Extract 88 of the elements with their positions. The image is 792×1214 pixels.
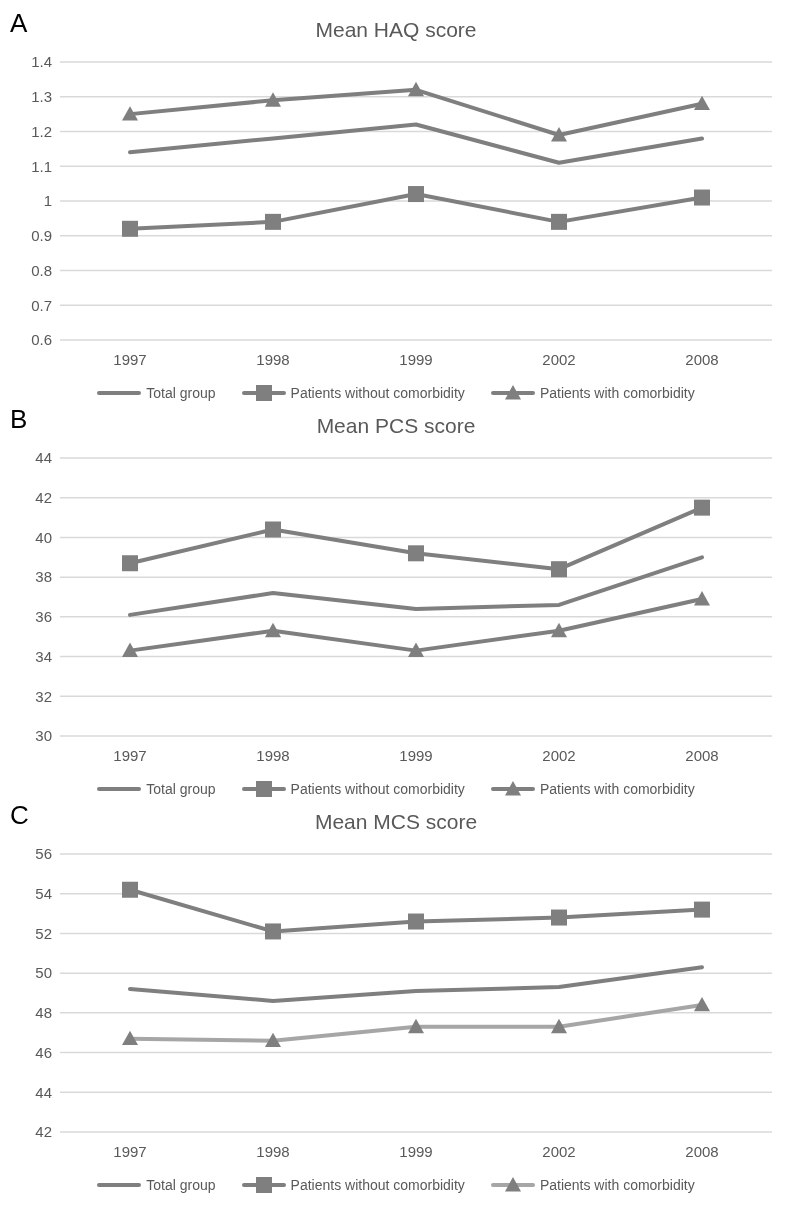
- y-tick-label: 52: [35, 924, 52, 942]
- text: B: [10, 404, 28, 435]
- y-tick-label: 0.7: [31, 296, 52, 314]
- y-tick-label: 0.9: [31, 227, 52, 245]
- legend-label: Total group: [146, 781, 216, 797]
- y-tick-label: 48: [35, 1004, 52, 1022]
- x-tick-label: 2002: [542, 1142, 576, 1160]
- legend-label: Total group: [146, 385, 216, 401]
- point: [265, 213, 281, 230]
- point: [551, 622, 567, 638]
- legend-label: Patients without comorbidity: [290, 781, 465, 797]
- y-tick-label: 46: [35, 1043, 52, 1061]
- chart-title: Mean PCS score: [316, 414, 476, 437]
- point: [122, 555, 138, 572]
- y-tick-label: 54: [35, 885, 52, 903]
- line-series: [128, 122, 704, 165]
- y-tick-label: 0.6: [31, 331, 52, 349]
- x-tick-label: 1998: [256, 1142, 290, 1160]
- x-tick-label: 1999: [399, 1142, 433, 1160]
- y-tick-label: 44: [35, 1083, 52, 1101]
- point: [551, 1018, 567, 1034]
- x-tick-label: 2002: [542, 746, 576, 764]
- x-tick-label: 1997: [113, 1142, 147, 1160]
- point: [551, 909, 567, 926]
- legend-label: Patients with comorbidity: [539, 1177, 695, 1193]
- point: [551, 213, 567, 230]
- y-tick-label: 1.2: [31, 122, 52, 140]
- point: [265, 1032, 281, 1048]
- y-tick-label: 42: [35, 1123, 52, 1141]
- y-tick-label: 40: [35, 528, 52, 546]
- legend-label: Patients with comorbidity: [539, 781, 695, 797]
- y-tick-label: 1.1: [31, 157, 52, 175]
- legend-label: Total group: [146, 1177, 216, 1193]
- point: [408, 913, 424, 930]
- point: [122, 106, 138, 121]
- line-series: [128, 965, 704, 1003]
- point: [122, 220, 138, 237]
- y-tick-label: 56: [35, 845, 52, 863]
- x-tick-label: 1997: [113, 746, 147, 764]
- y-tick-label: 44: [35, 449, 52, 467]
- point: [265, 521, 281, 538]
- point: [265, 622, 281, 638]
- chart-title: Mean HAQ score: [315, 18, 477, 41]
- point: [694, 189, 710, 206]
- y-tick-label: 1.4: [31, 53, 52, 71]
- point: [122, 642, 138, 658]
- x-tick-label: 1997: [113, 350, 147, 368]
- point: [122, 881, 138, 898]
- point: [694, 499, 710, 516]
- legend-label: Patients without comorbidity: [290, 385, 465, 401]
- y-tick-label: 1: [43, 192, 52, 210]
- point: [694, 590, 710, 606]
- point: [551, 561, 567, 578]
- chart-title: Mean MCS score: [314, 810, 478, 833]
- line-series: [128, 555, 704, 617]
- y-tick-label: 1.3: [31, 88, 52, 106]
- text: C: [10, 800, 29, 831]
- y-tick-label: 32: [35, 687, 52, 705]
- y-tick-label: 30: [35, 727, 52, 745]
- legend-label: Patients with comorbidity: [539, 385, 695, 401]
- point: [408, 1018, 424, 1034]
- x-tick-label: 1999: [399, 350, 433, 368]
- x-tick-label: 1998: [256, 746, 290, 764]
- x-tick-label: 2008: [685, 350, 719, 368]
- x-tick-label: 2008: [685, 746, 719, 764]
- y-tick-label: 36: [35, 608, 52, 626]
- point: [408, 186, 424, 203]
- text: A: [10, 8, 28, 39]
- x-tick-label: 2002: [542, 350, 576, 368]
- y-tick-label: 42: [35, 489, 52, 507]
- point: [265, 92, 281, 107]
- point: [694, 996, 710, 1012]
- point: [551, 126, 567, 142]
- x-tick-label: 1998: [256, 350, 290, 368]
- point: [408, 545, 424, 562]
- point: [694, 95, 710, 111]
- point: [694, 901, 710, 918]
- point: [122, 1030, 138, 1046]
- y-tick-label: 50: [35, 964, 52, 982]
- point: [408, 81, 424, 97]
- y-tick-label: 0.8: [31, 261, 52, 279]
- point: [408, 642, 424, 658]
- point: [265, 923, 281, 940]
- x-tick-label: 2008: [685, 1142, 719, 1160]
- x-tick-label: 1999: [399, 746, 433, 764]
- legend-label: Patients without comorbidity: [290, 1177, 465, 1193]
- y-tick-label: 34: [35, 647, 52, 665]
- y-tick-label: 38: [35, 568, 52, 586]
